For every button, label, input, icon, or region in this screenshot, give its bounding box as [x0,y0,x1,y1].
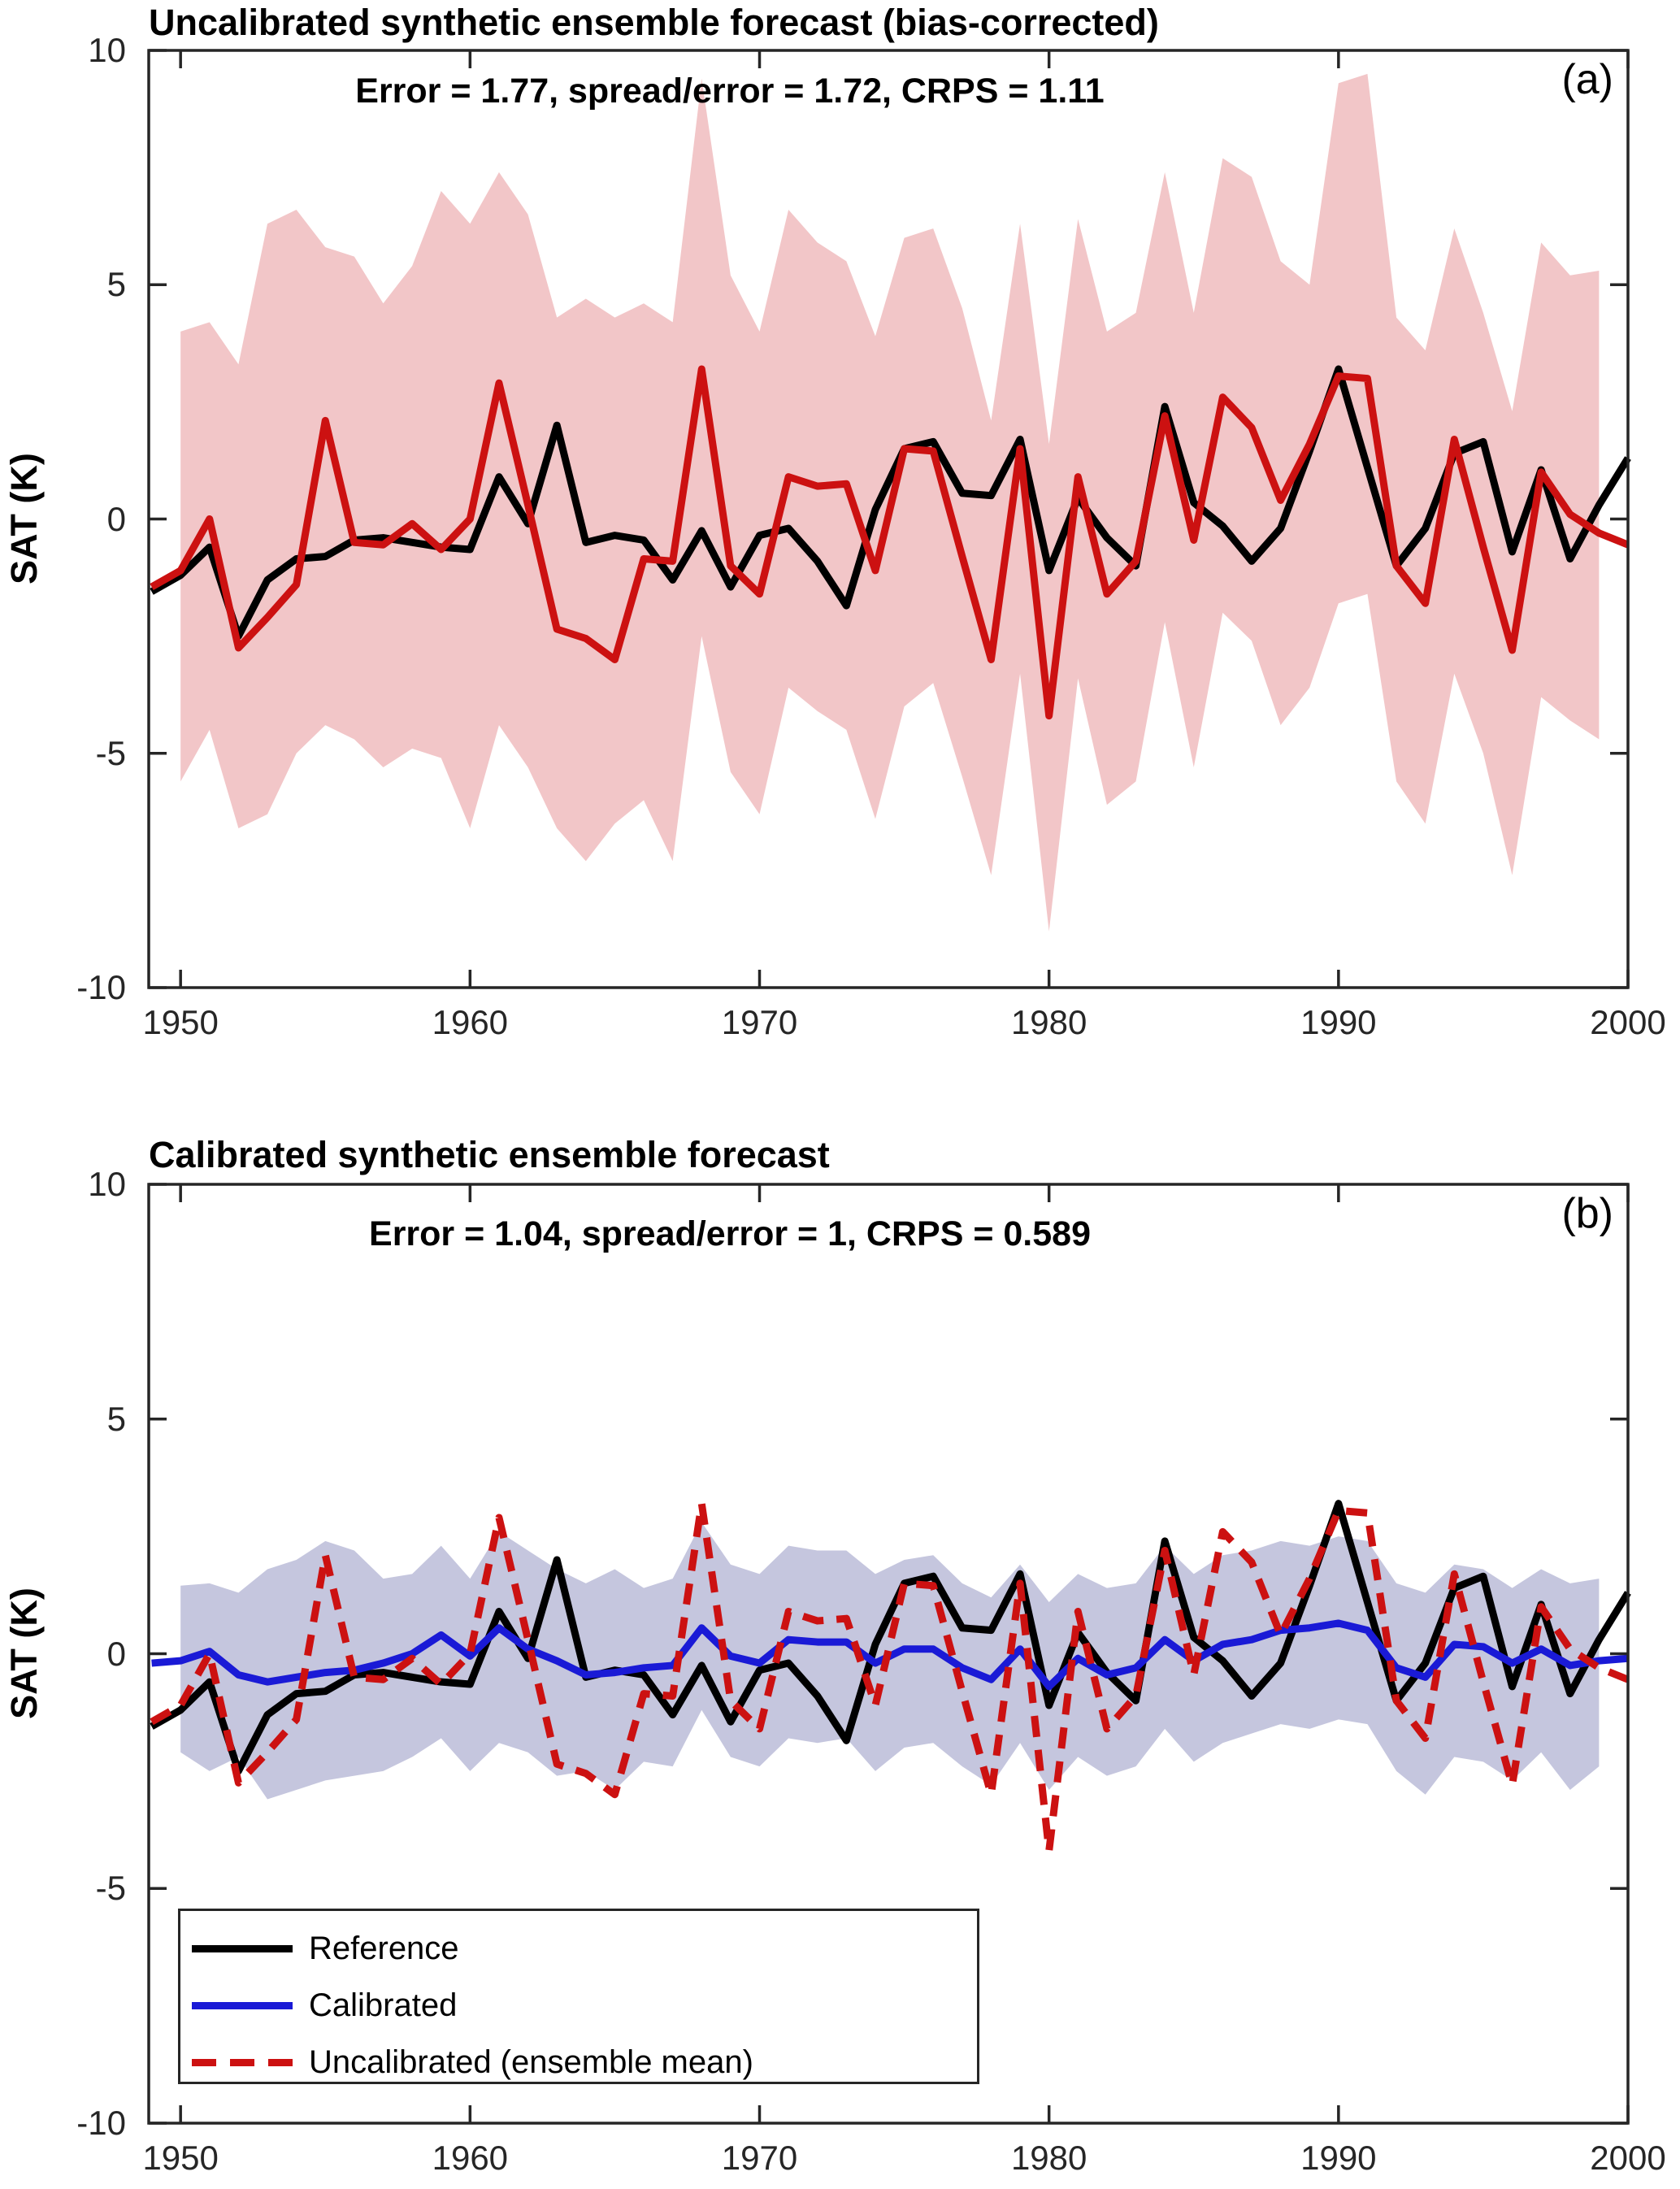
x-tick-label: 2000 [1590,1003,1666,1041]
x-tick-label: 1960 [432,2139,509,2177]
y-tick-label: 10 [88,31,126,69]
panel-b-line-uncalibrated-ensemble-mean [150,1500,1630,1855]
y-tick-label: -10 [76,968,126,1006]
y-tick-label: -5 [95,733,126,772]
y-tick-label: 10 [88,1165,126,1203]
legend-entry-calibrated: Calibrated [190,1983,457,2028]
legend-label-calibrated: Calibrated [309,1987,458,2023]
panel-b-title: Calibrated synthetic ensemble forecast [149,1134,830,1175]
y-tick-label: 5 [106,1399,126,1438]
legend-label-uncalibrated: Uncalibrated (ensemble mean) [309,2044,753,2080]
panel-a-corner-label: (a) [1561,56,1613,103]
panel-b-band [180,1522,1600,1800]
panel-b-stats: Error = 1.04, spread/error = 1, CRPS = 0… [369,1214,1091,1253]
x-tick-label: 1950 [142,1003,219,1041]
panel-b-corner-label: (b) [1561,1190,1613,1237]
y-tick-label: 0 [106,499,126,538]
y-tick-label: -10 [76,2104,126,2142]
x-tick-label: 2000 [1590,2139,1666,2177]
legend-line-sample-uncalibrated [192,2058,293,2066]
x-tick-label: 1950 [142,2139,219,2177]
y-tick-label: 5 [106,265,126,304]
panel-a-title: Uncalibrated synthetic ensemble forecast… [149,2,1159,43]
legend-entry-reference: Reference [190,1926,459,1971]
y-tick-label: 0 [106,1634,126,1673]
legend-entry-uncalibrated: Uncalibrated (ensemble mean) [190,2039,753,2085]
panel-b-plot [147,1183,1631,2125]
legend-label-reference: Reference [309,1930,459,1966]
x-tick-label: 1980 [1010,2139,1087,2177]
legend: Reference Calibrated Uncalibrated (ensem… [178,1909,979,2084]
x-tick-label: 1990 [1300,2139,1377,2177]
panel-a-line-uncalibrated-ensemble-mean [150,365,1630,720]
x-tick-label: 1980 [1010,1003,1087,1041]
legend-line-sample-reference [192,1944,293,1952]
y-tick-label: -5 [95,1869,126,1908]
x-tick-label: 1970 [721,1003,798,1041]
legend-line-sample-calibrated [192,2001,293,2009]
panel-a-stats: Error = 1.77, spread/error = 1.72, CRPS … [355,72,1105,111]
panel-a-line-reference [150,365,1631,641]
x-tick-label: 1970 [721,2139,798,2177]
x-tick-label: 1960 [432,1003,509,1041]
x-tick-label: 1990 [1300,1003,1377,1041]
panel-a-plot [147,49,1631,989]
